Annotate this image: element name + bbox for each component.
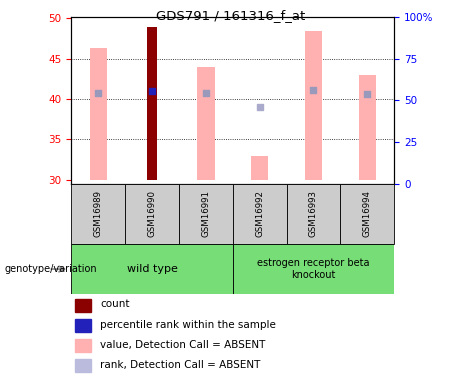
Point [364,91,371,97]
Point [310,87,317,93]
Text: percentile rank within the sample: percentile rank within the sample [100,320,276,330]
FancyBboxPatch shape [71,184,125,244]
Point [95,90,102,96]
Bar [90,48,107,180]
Text: GSM16993: GSM16993 [309,190,318,237]
Text: count: count [100,300,130,309]
Bar [148,27,157,180]
FancyBboxPatch shape [233,244,394,294]
Text: GSM16991: GSM16991 [201,190,210,237]
Text: estrogen receptor beta
knockout: estrogen receptor beta knockout [257,258,370,280]
Point [256,104,263,110]
Text: rank, Detection Call = ABSENT: rank, Detection Call = ABSENT [100,360,260,370]
FancyBboxPatch shape [233,184,287,244]
Bar [359,75,376,180]
FancyBboxPatch shape [179,184,233,244]
Text: GSM16990: GSM16990 [148,190,157,237]
Bar [75,299,91,312]
Text: GSM16992: GSM16992 [255,190,264,237]
Bar [75,339,91,352]
FancyBboxPatch shape [287,184,340,244]
Text: GSM16994: GSM16994 [363,190,372,237]
FancyBboxPatch shape [71,244,233,294]
Bar [75,319,91,332]
FancyBboxPatch shape [340,184,394,244]
Text: value, Detection Call = ABSENT: value, Detection Call = ABSENT [100,340,266,350]
Text: GDS791 / 161316_f_at: GDS791 / 161316_f_at [156,9,305,22]
Point [148,88,156,94]
FancyBboxPatch shape [125,184,179,244]
Bar [251,156,268,180]
Bar [75,359,91,372]
Text: GSM16989: GSM16989 [94,190,103,237]
Point [202,90,210,96]
Bar [305,31,322,180]
Text: wild type: wild type [127,264,177,274]
Text: genotype/variation: genotype/variation [5,264,97,274]
Bar [197,67,214,180]
